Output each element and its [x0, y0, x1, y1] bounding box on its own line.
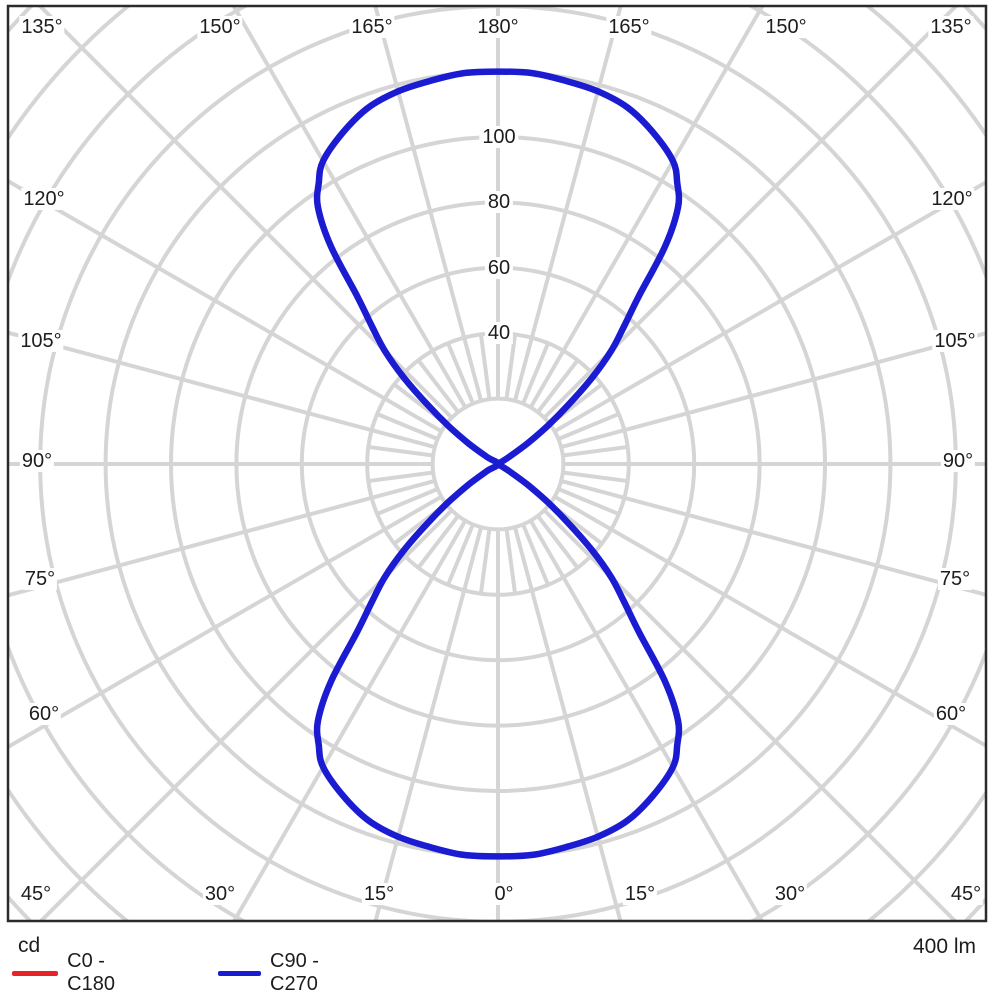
radial-tick-label: 60 — [484, 256, 514, 279]
curve-c90-c270 — [313, 68, 683, 860]
grid-spoke-minor — [557, 487, 620, 516]
grid-spoke-minor — [368, 444, 434, 458]
grid-spoke-minor — [562, 470, 628, 484]
angle-label-top: 150° — [197, 16, 243, 38]
radial-tick-label: 100 — [479, 126, 519, 148]
grid-spoke-minor — [376, 412, 439, 441]
grid-spoke-minor — [446, 342, 475, 405]
grid-spoke-major — [528, 519, 765, 921]
angle-label-bottom: 45° — [948, 883, 984, 905]
angle-label-left: 60° — [26, 703, 62, 725]
grid-spoke-major — [231, 6, 468, 409]
grid-spoke-minor — [416, 514, 460, 569]
grid-spoke-major — [373, 526, 484, 921]
grid-spoke-minor — [536, 514, 580, 569]
grid-spoke-major — [560, 331, 986, 450]
grid-spoke-major — [560, 478, 986, 597]
radial-tick-label: 40 — [484, 322, 514, 345]
grid-spoke-minor — [478, 334, 492, 400]
grid-spoke-minor — [562, 444, 628, 458]
angle-label-left: 75° — [22, 568, 58, 590]
angle-label-right: 120° — [929, 188, 975, 210]
angle-label-left: 105° — [18, 330, 64, 352]
grid-spoke-major — [553, 494, 986, 749]
grid-spoke-major — [231, 519, 468, 921]
grid-spoke-minor — [557, 412, 620, 441]
grid-spoke-major — [528, 6, 765, 409]
angle-label-bottom: 45° — [18, 883, 54, 905]
grid-spoke-major — [553, 179, 986, 434]
grid-spoke-minor — [521, 342, 550, 405]
grid-spoke-minor — [536, 359, 580, 414]
grid-spoke-major — [8, 478, 436, 598]
grid-spoke-minor — [521, 523, 550, 586]
angle-label-top: 165° — [349, 16, 395, 38]
angle-label-top: 135° — [928, 16, 974, 38]
luminous-flux-label: 400 lm — [912, 935, 976, 958]
grid-spoke-minor — [504, 528, 518, 594]
angle-label-right: 60° — [933, 703, 969, 725]
legend-swatch-c0-c180-icon — [12, 970, 59, 976]
radial-unit-label: cd — [18, 934, 41, 957]
angle-label-top: 135° — [19, 16, 65, 38]
angle-label-right: 90° — [940, 450, 976, 472]
grid-spoke-minor — [416, 359, 460, 414]
plot-border — [6, 4, 988, 923]
legend-item-c0-c180: C0 - C180 — [12, 950, 133, 995]
legend-item-c90-c270: C90 - C270 — [218, 950, 339, 995]
angle-label-bottom: 15° — [361, 883, 397, 905]
angle-label-right: 105° — [932, 330, 978, 352]
legend-label-c0-c180: C0 - C180 — [67, 950, 115, 995]
grid-spoke-major — [8, 330, 436, 450]
angle-label-bottom: 15° — [622, 883, 658, 905]
angle-label-bottom: 30° — [772, 883, 808, 905]
grid-spoke-major — [8, 178, 443, 434]
angle-label-top: 165° — [606, 16, 652, 38]
grid-spoke-major — [512, 526, 623, 921]
angle-label-bottom: 30° — [202, 883, 238, 905]
legend-swatch-c90-c270-icon — [218, 970, 262, 976]
grid-spoke-major — [8, 494, 443, 750]
angle-label-top: 150° — [763, 16, 809, 38]
grid-spoke-minor — [368, 470, 434, 484]
angle-label-left: 90° — [19, 450, 55, 472]
grid-spoke-minor — [478, 528, 492, 594]
grid-spoke-minor — [376, 487, 439, 516]
angle-label-right: 75° — [937, 568, 973, 590]
legend-label-c90-c270: C90 - C270 — [270, 950, 319, 995]
grid-spoke-minor — [446, 523, 475, 586]
angle-label-top: 180° — [475, 16, 521, 38]
radial-tick-label: 80 — [484, 191, 514, 214]
grid-spoke-minor — [504, 334, 518, 400]
angle-label-left: 120° — [21, 188, 67, 210]
angle-label-bottom: 0° — [492, 883, 516, 905]
